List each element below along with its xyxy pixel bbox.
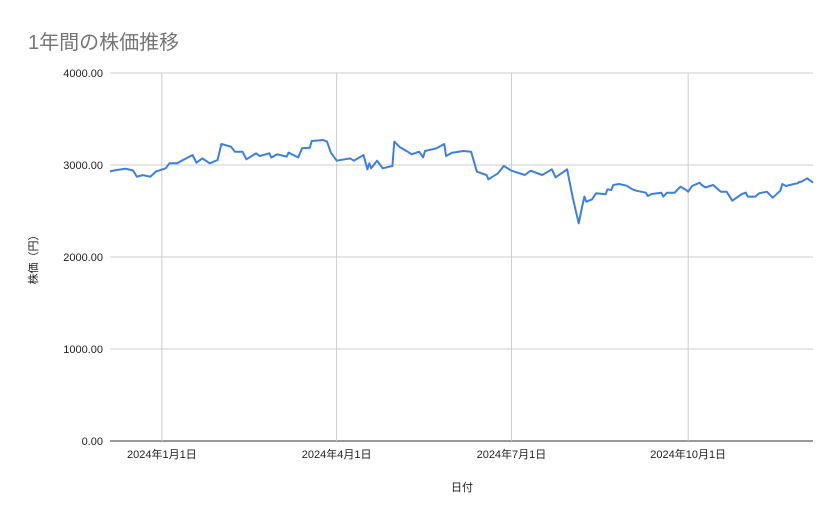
x-tick-label: 2024年7月1日 — [477, 447, 547, 461]
y-axis-label: 株価（円） — [26, 230, 40, 285]
series — [109, 139, 814, 225]
y-tick-label: 2000.00 — [63, 252, 103, 264]
chart-title: 1年間の株価推移 — [28, 32, 180, 54]
x-tick-label: 2024年4月1日 — [302, 447, 372, 461]
y-tick-label: 1000.00 — [63, 344, 103, 356]
series-line — [109, 139, 814, 225]
y-tick-labels: 0.00 1000.00 2000.00 3000.00 4000.00 — [63, 68, 103, 448]
y-tick-label: 4000.00 — [63, 68, 103, 80]
x-axis-label: 日付 — [451, 481, 473, 494]
x-tick-labels: 2024年1月1日 2024年4月1日 2024年7月1日 2024年10月1日 — [127, 447, 726, 461]
y-tick-label: 0.00 — [82, 436, 103, 448]
y-tick-label: 3000.00 — [63, 160, 103, 172]
x-tick-label: 2024年10月1日 — [650, 447, 726, 461]
x-tick-label: 2024年1月1日 — [127, 447, 197, 461]
gridlines — [110, 72, 813, 442]
